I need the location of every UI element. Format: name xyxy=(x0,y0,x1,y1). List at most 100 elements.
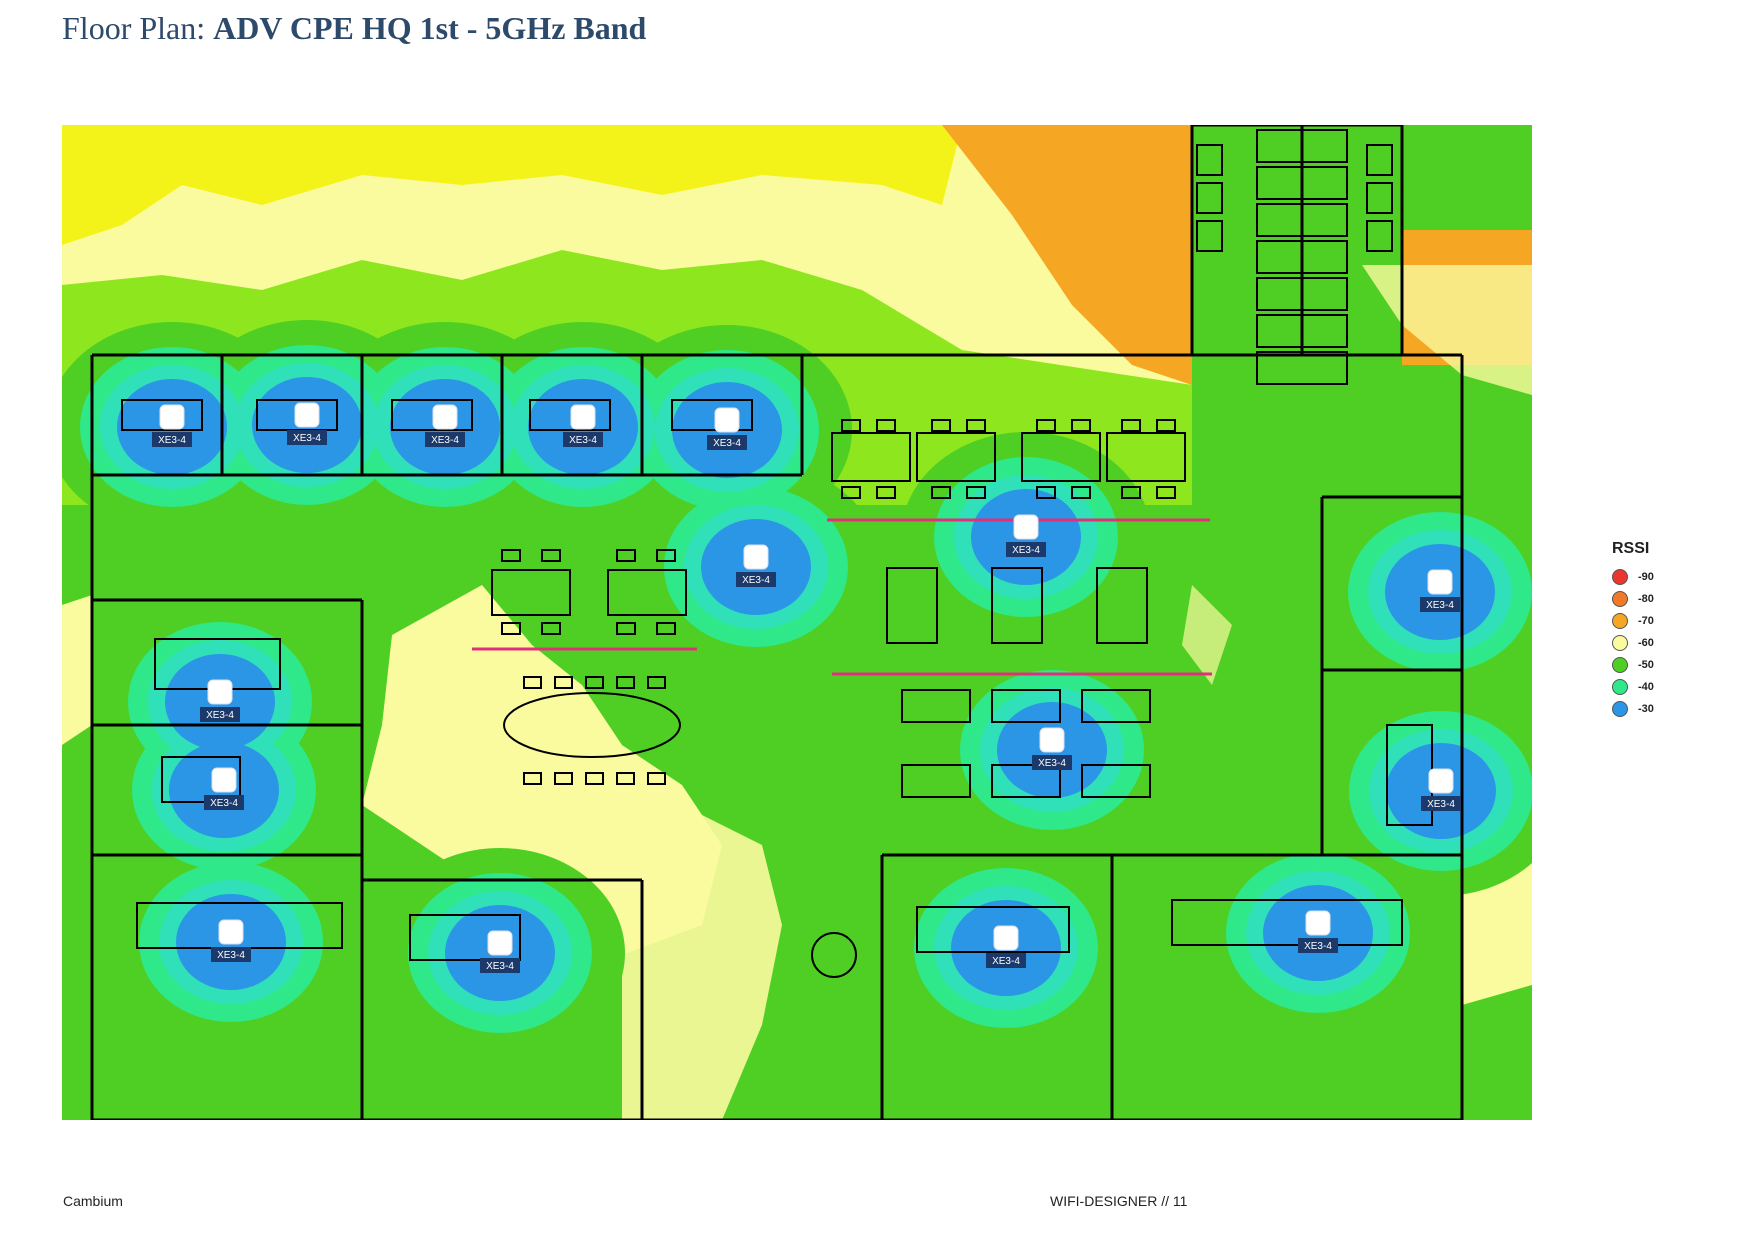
access-point[interactable]: XE3-4 xyxy=(1298,910,1338,953)
legend-label: -90 xyxy=(1638,571,1654,583)
rssi-legend: RSSI -90 -80 -70 -60 -50 -40 -30 xyxy=(1612,540,1732,720)
access-point[interactable]: XE3-4 xyxy=(152,404,192,447)
access-point-label: XE3-4 xyxy=(217,950,245,961)
legend-swatch xyxy=(1612,635,1628,651)
chair xyxy=(616,676,635,689)
legend-swatch xyxy=(1612,701,1628,717)
floor-plan-heatmap[interactable]: XE3-4 XE3-4 XE3-4 XE3-4 XE3-4 XE3-4 XE3-4 XE3-4… xyxy=(62,125,1532,1120)
access-point-label-bg xyxy=(152,432,192,447)
access-point-icon xyxy=(1427,569,1453,595)
access-point[interactable]: XE3-4 xyxy=(480,930,520,973)
access-point[interactable]: XE3-4 xyxy=(563,404,603,447)
access-point[interactable]: XE3-4 xyxy=(204,767,244,810)
heatmap-yellow-mid2 xyxy=(1182,585,1232,685)
chair xyxy=(931,419,951,432)
access-point[interactable]: XE3-4 xyxy=(200,679,240,722)
access-point-label-bg xyxy=(480,958,520,973)
access-point-label-bg xyxy=(204,795,244,810)
legend-label: -50 xyxy=(1638,659,1654,671)
access-point-label: XE3-4 xyxy=(158,435,186,446)
desk xyxy=(1021,432,1101,482)
toilet-stall xyxy=(1256,314,1348,348)
access-point-label-bg xyxy=(211,947,251,962)
legend-item: -70 xyxy=(1612,610,1732,632)
access-point-icon xyxy=(211,767,237,793)
chair xyxy=(523,676,542,689)
chair xyxy=(1121,486,1141,499)
desk xyxy=(391,399,473,431)
desk xyxy=(491,569,571,616)
desk xyxy=(886,567,938,644)
legend-item: -80 xyxy=(1612,588,1732,610)
access-point[interactable]: XE3-4 xyxy=(425,404,465,447)
chair xyxy=(841,486,861,499)
toilet-stall xyxy=(1256,166,1348,200)
chair xyxy=(585,772,604,785)
access-point-label-bg xyxy=(287,430,327,445)
sofa xyxy=(901,689,971,723)
access-point[interactable]: XE3-4 xyxy=(1032,727,1072,770)
access-point-label-bg xyxy=(1032,755,1072,770)
desk xyxy=(916,432,996,482)
desk xyxy=(991,567,1043,644)
access-point[interactable]: XE3-4 xyxy=(736,544,776,587)
access-point-icon xyxy=(218,919,244,945)
access-point[interactable]: XE3-4 xyxy=(1421,768,1461,811)
chair xyxy=(841,419,861,432)
chair xyxy=(541,549,561,562)
chair xyxy=(966,486,986,499)
access-point-label-bg xyxy=(200,707,240,722)
oval-table xyxy=(503,692,681,758)
access-point-label-bg xyxy=(736,572,776,587)
access-point-icon xyxy=(1039,727,1065,753)
access-point-icon xyxy=(159,404,185,430)
chair xyxy=(647,676,666,689)
access-point[interactable]: XE3-4 xyxy=(986,925,1026,968)
access-point-label: XE3-4 xyxy=(992,956,1020,967)
chair xyxy=(616,622,636,635)
access-point-icon xyxy=(743,544,769,570)
access-point-label-bg xyxy=(1421,796,1461,811)
chair xyxy=(931,486,951,499)
chair xyxy=(1071,419,1091,432)
access-point[interactable]: XE3-4 xyxy=(1420,569,1460,612)
chair xyxy=(501,622,521,635)
desk xyxy=(831,432,911,482)
title-prefix: Floor Plan: xyxy=(62,10,214,46)
legend-item: -50 xyxy=(1612,654,1732,676)
toilet-stall xyxy=(1256,240,1348,274)
access-point[interactable]: XE3-4 xyxy=(1006,514,1046,557)
chair xyxy=(523,772,542,785)
chair xyxy=(876,486,896,499)
sofa xyxy=(991,689,1061,723)
access-point-label: XE3-4 xyxy=(1012,545,1040,556)
legend-item: -90 xyxy=(1612,566,1732,588)
desk xyxy=(1171,899,1403,946)
chair xyxy=(554,772,573,785)
chair xyxy=(966,419,986,432)
access-point[interactable]: XE3-4 xyxy=(211,919,251,962)
chair xyxy=(1036,419,1056,432)
access-point[interactable]: XE3-4 xyxy=(287,402,327,445)
heatmap-yellow-right xyxy=(1362,265,1532,395)
access-point-label: XE3-4 xyxy=(1304,941,1332,952)
footer-page: WIFI-DESIGNER // 11 xyxy=(1050,1193,1188,1209)
legend-swatch xyxy=(1612,679,1628,695)
legend-swatch xyxy=(1612,613,1628,629)
legend-label: -70 xyxy=(1638,615,1654,627)
access-point-icon xyxy=(1305,910,1331,936)
round-table xyxy=(811,932,857,978)
desk xyxy=(1106,432,1186,482)
access-point-label-bg xyxy=(707,435,747,450)
legend-item: -30 xyxy=(1612,698,1732,720)
legend-label: -30 xyxy=(1638,703,1654,715)
sink xyxy=(1366,220,1393,252)
legend-label: -80 xyxy=(1638,593,1654,605)
chair xyxy=(501,549,521,562)
legend-item: -40 xyxy=(1612,676,1732,698)
heatmap-bright-yellow-top xyxy=(62,125,962,245)
access-point-label: XE3-4 xyxy=(1038,758,1066,769)
access-point-label: XE3-4 xyxy=(486,961,514,972)
chair xyxy=(1121,419,1141,432)
access-point[interactable]: XE3-4 xyxy=(707,407,747,450)
